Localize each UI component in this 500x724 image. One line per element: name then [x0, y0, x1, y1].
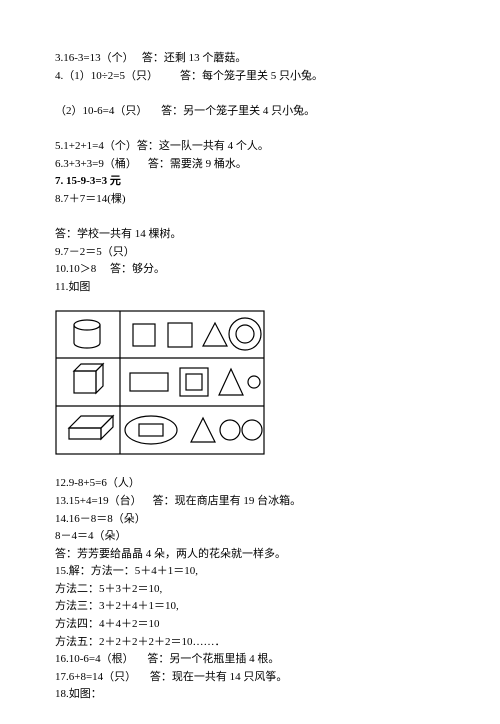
text-line: 17.6+8=14（只） 答：现在一共有 14 只风筝。 [55, 669, 445, 687]
text-block-after: 12.9-8+5=6（人）13.15+4=19（台） 答：现在商店里有 19 台… [55, 475, 445, 704]
shapes-svg [55, 310, 265, 455]
text-line: 9.7－2＝5（只） [55, 244, 445, 262]
text-line: 10.10＞8 答：够分。 [55, 261, 445, 279]
text-line: 11.如图 [55, 279, 445, 297]
text-line [55, 120, 445, 138]
text-line: 方法五：2＋2＋2＋2＋2＝10……． [55, 634, 445, 652]
text-line: 6.3+3+3=9（桶） 答：需要浇 9 桶水。 [55, 156, 445, 174]
text-line-bold: 7. 15-9-3=3 元 [55, 173, 445, 191]
text-line: 答：芳芳要给晶晶 4 朵，两人的花朵就一样多。 [55, 546, 445, 564]
text-line [55, 85, 445, 103]
text-line: 16.10-6=4（根） 答：另一个花瓶里插 4 根。 [55, 651, 445, 669]
text-line: 13.15+4=19（台） 答：现在商店里有 19 台冰箱。 [55, 493, 445, 511]
text-block-before: 3.16-3=13（个） 答：还剩 13 个蘑菇。4.（1）10÷2=5（只） … [55, 50, 445, 173]
document-page: 3.16-3=13（个） 答：还剩 13 个蘑菇。4.（1）10÷2=5（只） … [0, 0, 500, 724]
text-line: 14.16－8＝8（朵） [55, 511, 445, 529]
text-line: 8－4＝4（朵） [55, 528, 445, 546]
text-line: 答：学校一共有 14 棵树。 [55, 226, 445, 244]
shapes-figure [55, 310, 445, 455]
text-line: 8.7＋7＝14(棵) [55, 191, 445, 209]
text-line: （2）10-6=4（只） 答：另一个笼子里关 4 只小兔。 [55, 103, 445, 121]
text-line: 5.1+2+1=4（个）答：这一队一共有 4 个人。 [55, 138, 445, 156]
text-line: 3.16-3=13（个） 答：还剩 13 个蘑菇。 [55, 50, 445, 68]
text-block-mid: 8.7＋7＝14(棵) 答：学校一共有 14 棵树。9.7－2＝5（只）10.1… [55, 191, 445, 297]
text-line [55, 208, 445, 226]
text-line: 18.如图： [55, 686, 445, 704]
text-line: 方法四：4＋4＋2＝10 [55, 616, 445, 634]
text-line: 方法三：3＋2＋4＋1＝10, [55, 598, 445, 616]
text-line: 12.9-8+5=6（人） [55, 475, 445, 493]
text-line: 15.解：方法一：5＋4＋1＝10, [55, 563, 445, 581]
text-line: 4.（1）10÷2=5（只） 答：每个笼子里关 5 只小兔。 [55, 68, 445, 86]
text-line: 方法二：5＋3＋2＝10, [55, 581, 445, 599]
